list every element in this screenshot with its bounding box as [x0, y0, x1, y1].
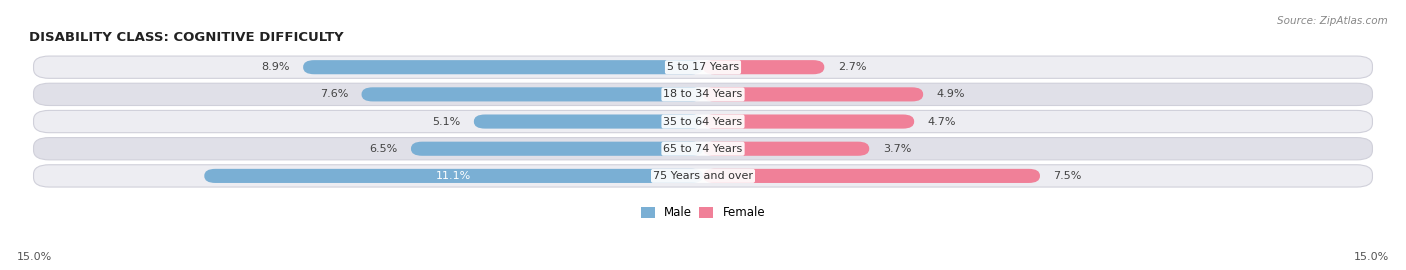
Text: 11.1%: 11.1% [436, 171, 471, 181]
FancyBboxPatch shape [361, 87, 703, 102]
Text: DISABILITY CLASS: COGNITIVE DIFFICULTY: DISABILITY CLASS: COGNITIVE DIFFICULTY [30, 31, 343, 44]
FancyBboxPatch shape [474, 114, 703, 129]
Text: 18 to 34 Years: 18 to 34 Years [664, 89, 742, 99]
FancyBboxPatch shape [703, 60, 824, 74]
Text: 7.6%: 7.6% [319, 89, 349, 99]
FancyBboxPatch shape [34, 165, 1372, 187]
Text: 4.9%: 4.9% [936, 89, 965, 99]
FancyBboxPatch shape [34, 56, 1372, 78]
Text: 2.7%: 2.7% [838, 62, 866, 72]
FancyBboxPatch shape [703, 87, 924, 102]
Text: 7.5%: 7.5% [1053, 171, 1081, 181]
FancyBboxPatch shape [304, 60, 703, 74]
Text: 35 to 64 Years: 35 to 64 Years [664, 117, 742, 127]
Text: 4.7%: 4.7% [928, 117, 956, 127]
Text: 3.7%: 3.7% [883, 144, 911, 154]
Text: 15.0%: 15.0% [17, 252, 52, 262]
Text: 8.9%: 8.9% [262, 62, 290, 72]
Legend: Male, Female: Male, Female [641, 206, 765, 219]
FancyBboxPatch shape [411, 142, 703, 156]
FancyBboxPatch shape [703, 114, 914, 129]
Text: Source: ZipAtlas.com: Source: ZipAtlas.com [1277, 16, 1388, 26]
FancyBboxPatch shape [34, 83, 1372, 106]
Text: 15.0%: 15.0% [1354, 252, 1389, 262]
FancyBboxPatch shape [34, 138, 1372, 160]
Text: 75 Years and over: 75 Years and over [652, 171, 754, 181]
Text: 6.5%: 6.5% [370, 144, 398, 154]
FancyBboxPatch shape [34, 110, 1372, 133]
FancyBboxPatch shape [703, 142, 869, 156]
FancyBboxPatch shape [703, 169, 1040, 183]
Text: 65 to 74 Years: 65 to 74 Years [664, 144, 742, 154]
Text: 5.1%: 5.1% [432, 117, 460, 127]
Text: 5 to 17 Years: 5 to 17 Years [666, 62, 740, 72]
FancyBboxPatch shape [204, 169, 703, 183]
